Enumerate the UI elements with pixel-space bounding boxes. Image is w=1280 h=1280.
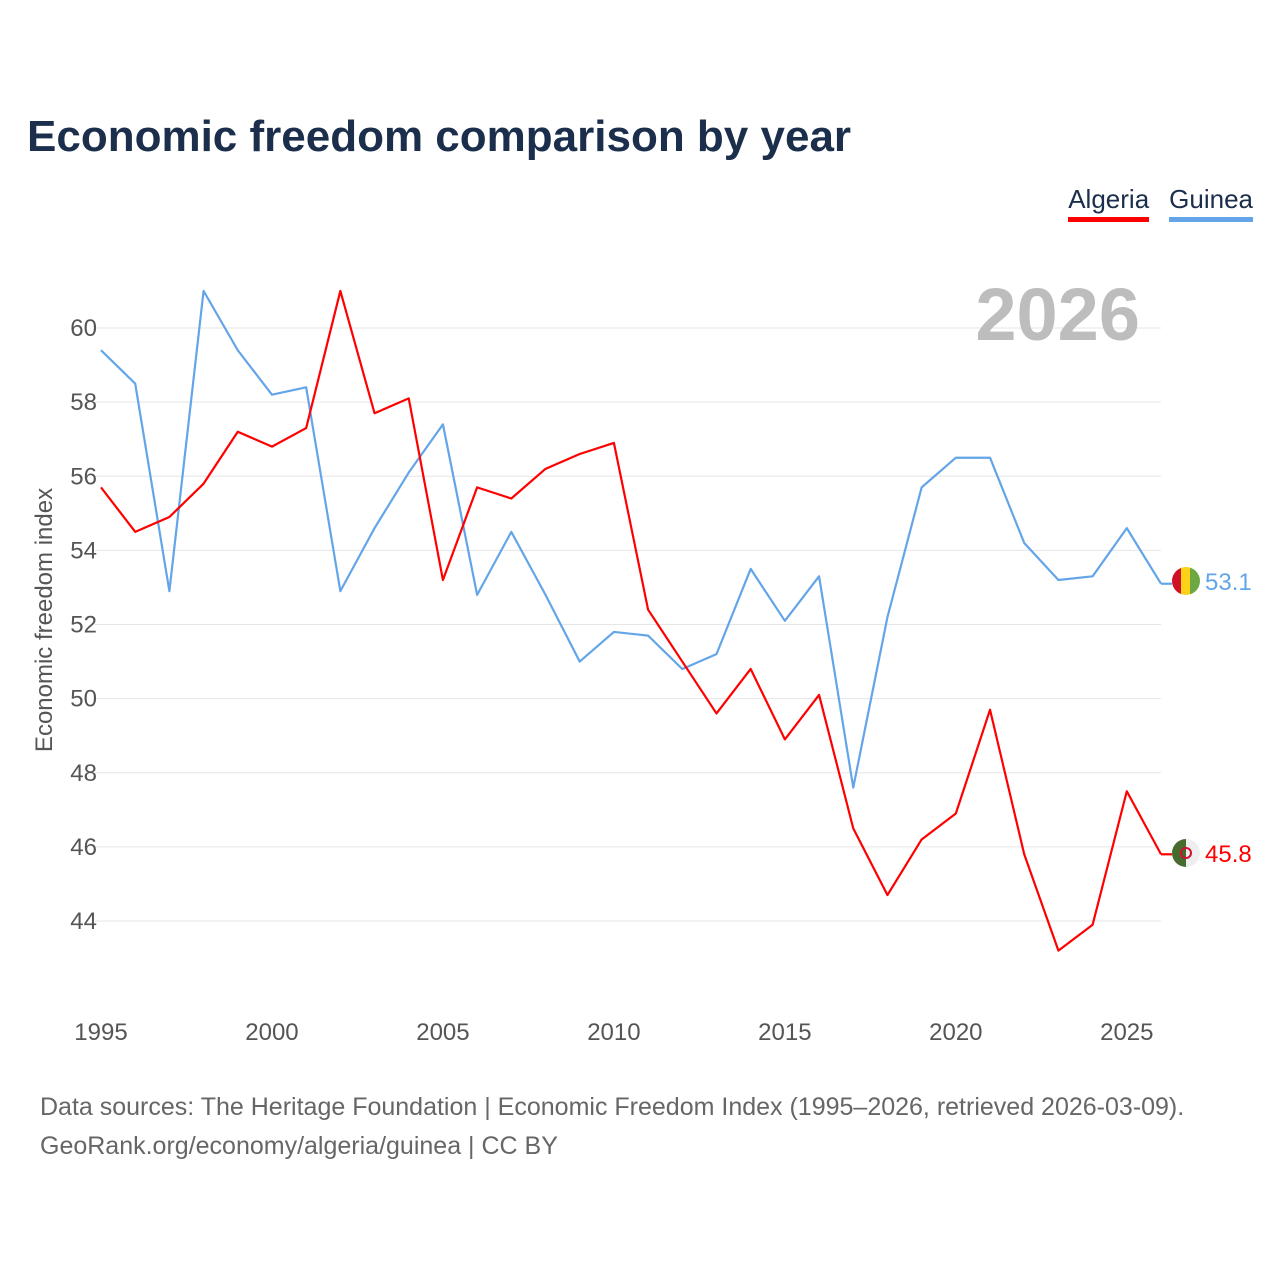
y-tick-label: 44 — [70, 908, 97, 935]
y-axis-label: Economic freedom index — [31, 488, 58, 752]
x-tick-label: 2005 — [416, 1019, 469, 1046]
legend-item-guinea[interactable]: Guinea — [1169, 184, 1253, 222]
y-tick-label: 60 — [70, 315, 97, 342]
x-tick-label: 2025 — [1100, 1019, 1153, 1046]
y-tick-label: 56 — [70, 463, 97, 490]
x-tick-label: 2010 — [587, 1019, 640, 1046]
source-line: Data sources: The Heritage Foundation | … — [40, 1093, 1185, 1121]
x-tick-label: 2015 — [758, 1019, 811, 1046]
y-tick-label: 46 — [70, 834, 97, 861]
chart-title: Economic freedom comparison by year — [27, 112, 852, 161]
y-tick-label: 52 — [70, 612, 97, 639]
series-line-guinea — [100, 289, 1162, 789]
legend-item-algeria[interactable]: Algeria — [1068, 184, 1150, 222]
guinea-end-label: 53.1 — [1205, 569, 1252, 596]
data-source-footer: Data sources: The Heritage Foundation | … — [40, 1088, 1184, 1166]
x-tick-label: 2020 — [929, 1019, 982, 1046]
legend: Algeria Guinea — [1068, 184, 1253, 222]
guinea-flag-icon — [1172, 567, 1200, 595]
x-tick-label: 1995 — [74, 1019, 127, 1046]
algeria-flag-icon — [1172, 839, 1200, 867]
y-tick-label: 50 — [70, 686, 97, 713]
y-tick-label: 48 — [70, 760, 97, 787]
x-tick-label: 2000 — [245, 1019, 298, 1046]
y-tick-label: 58 — [70, 389, 97, 416]
year-watermark: 2026 — [975, 273, 1140, 356]
series-line-algeria — [100, 289, 1162, 952]
algeria-end-label: 45.8 — [1205, 841, 1252, 868]
source-link[interactable]: GeoRank.org/economy/algeria/guinea | CC … — [40, 1132, 558, 1160]
y-tick-label: 54 — [70, 537, 97, 564]
